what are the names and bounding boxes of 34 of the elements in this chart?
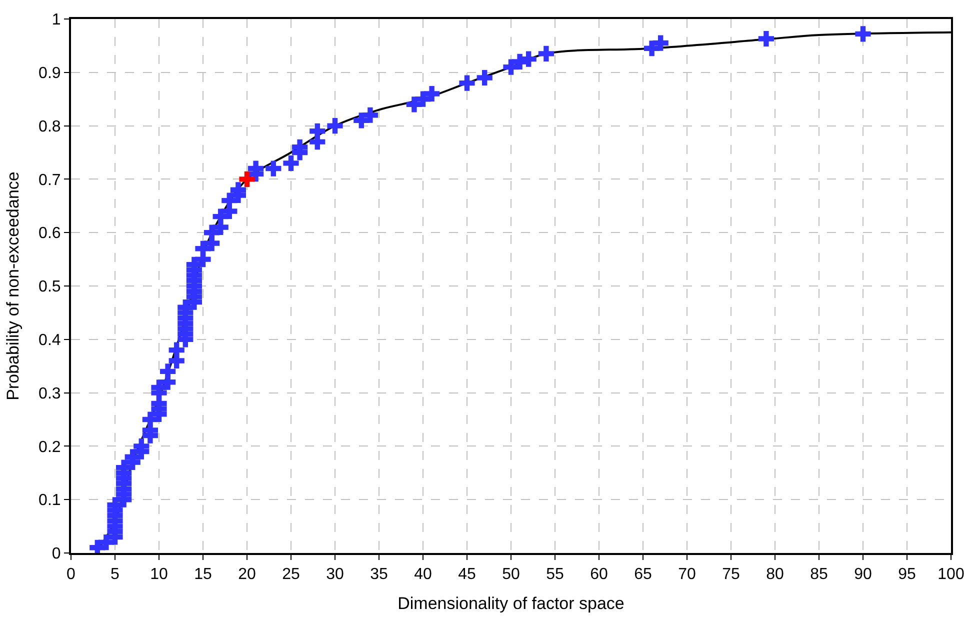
x-axis-title: Dimensionality of factor space (398, 594, 624, 614)
x-tick-label: 20 (238, 566, 256, 584)
y-tick-label: 0.7 (38, 172, 61, 189)
y-tick-label: 0.2 (38, 438, 61, 456)
x-tick-label: 0 (66, 566, 76, 584)
y-tick-label: 0.8 (38, 118, 61, 136)
x-tick-label: 60 (590, 566, 608, 584)
y-tick-label: 0.1 (38, 492, 61, 510)
x-tick-label: 65 (634, 566, 652, 584)
y-tick-label: 0 (52, 546, 61, 563)
x-tick-label: 90 (854, 566, 872, 584)
x-tick-label: 100 (938, 566, 964, 584)
x-tick-label: 5 (110, 566, 120, 584)
x-tick-label: 50 (502, 566, 520, 584)
x-tick-label: 40 (414, 566, 432, 584)
y-tick-label: 0.3 (38, 385, 61, 402)
x-tick-label: 55 (546, 566, 564, 584)
x-tick-label: 70 (678, 566, 696, 584)
x-tick-label: 75 (722, 566, 740, 584)
x-tick-label: 25 (282, 566, 300, 584)
x-tick-label: 15 (194, 566, 212, 584)
y-tick-label: 1 (52, 12, 61, 29)
x-tick-label: 10 (150, 566, 168, 584)
x-tick-label: 80 (766, 566, 784, 584)
x-tick-label: 95 (898, 566, 916, 584)
x-tick-label: 30 (326, 566, 344, 584)
x-tick-label: 45 (458, 566, 476, 584)
x-tick-label: 35 (370, 566, 388, 584)
y-tick-label: 0.6 (38, 225, 61, 242)
y-tick-label: 0.5 (38, 278, 61, 296)
y-tick-label: 0.4 (38, 332, 61, 349)
y-tick-label: 0.9 (38, 65, 61, 82)
x-tick-label: 85 (810, 566, 828, 584)
y-axis-title: Probability of non-exceedance (4, 172, 23, 400)
